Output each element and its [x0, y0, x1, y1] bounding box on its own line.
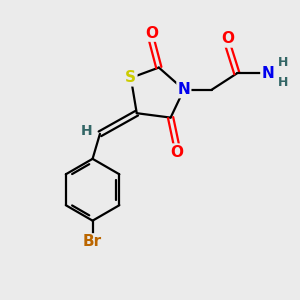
Text: H: H	[278, 56, 288, 69]
Text: S: S	[125, 70, 136, 86]
Text: Br: Br	[83, 234, 102, 249]
Text: O: O	[221, 32, 235, 46]
Text: N: N	[261, 66, 274, 81]
Text: O: O	[170, 145, 183, 160]
Text: H: H	[81, 124, 92, 138]
Text: H: H	[278, 76, 288, 89]
Text: O: O	[145, 26, 158, 40]
Text: N: N	[178, 82, 190, 97]
